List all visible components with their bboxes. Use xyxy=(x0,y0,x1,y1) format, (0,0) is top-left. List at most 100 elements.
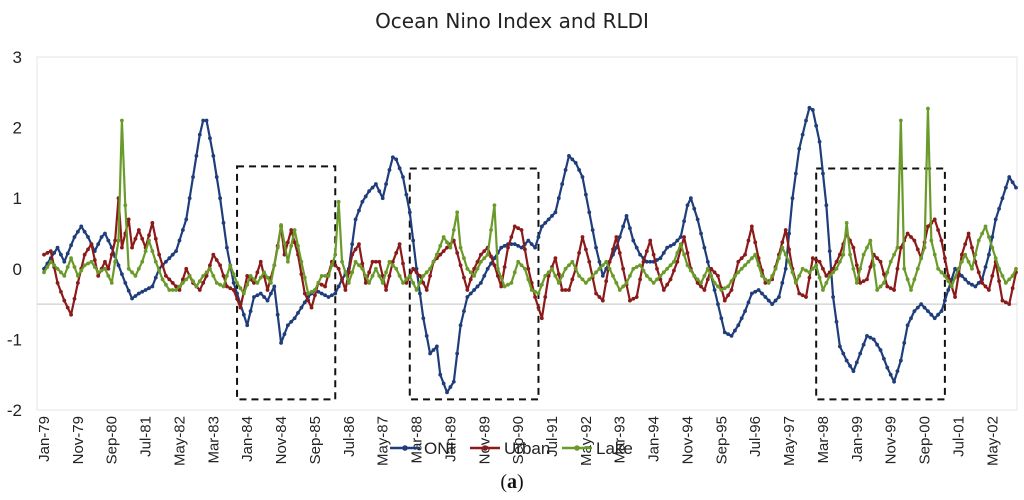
data-point-lake xyxy=(343,270,348,275)
data-point-lake xyxy=(299,259,304,264)
data-point-lake xyxy=(147,238,151,243)
data-point-lake xyxy=(180,281,185,285)
data-point-lake xyxy=(431,259,436,264)
data-point-lake xyxy=(902,266,907,271)
data-point-lake xyxy=(1003,281,1008,285)
data-point-lake xyxy=(174,288,178,292)
data-point-lake xyxy=(611,273,615,278)
data-point-oni xyxy=(539,224,544,229)
x-tick-label: May-02 xyxy=(984,416,1001,466)
data-point-urban xyxy=(621,266,626,271)
data-point-urban xyxy=(42,252,46,257)
data-point-lake xyxy=(187,273,192,278)
data-point-oni xyxy=(380,196,385,201)
legend-marker-oni xyxy=(402,445,408,451)
x-tick-label: May-82 xyxy=(171,416,188,466)
data-point-oni xyxy=(777,295,781,299)
data-point-lake xyxy=(326,273,331,278)
data-point-lake xyxy=(912,277,917,282)
data-point-urban xyxy=(462,275,466,280)
data-point-lake xyxy=(983,224,988,229)
data-point-lake xyxy=(211,273,216,278)
y-tick-label: -2 xyxy=(7,401,22,420)
data-point-urban xyxy=(265,288,270,292)
data-point-urban xyxy=(214,258,219,262)
data-point-urban xyxy=(729,288,734,292)
data-point-lake xyxy=(628,273,632,278)
data-point-oni xyxy=(567,153,571,158)
data-point-oni xyxy=(130,296,134,301)
data-point-lake xyxy=(387,259,392,264)
data-point-oni xyxy=(374,182,378,186)
data-point-urban xyxy=(651,252,656,257)
caption-close: ) xyxy=(517,471,524,493)
data-point-oni xyxy=(699,231,703,236)
data-point-urban xyxy=(942,256,947,261)
data-point-lake xyxy=(197,279,202,284)
data-point-oni xyxy=(634,245,639,250)
data-point-lake xyxy=(177,284,182,289)
data-point-oni xyxy=(824,203,829,208)
data-point-oni xyxy=(241,312,246,317)
data-point-lake xyxy=(512,270,517,275)
data-point-urban xyxy=(252,281,256,285)
y-axis: -2 -1 0 1 2 3 xyxy=(7,48,38,420)
data-point-lake xyxy=(993,256,998,261)
data-point-lake xyxy=(922,245,927,250)
data-point-oni xyxy=(52,251,57,255)
data-point-lake xyxy=(221,284,226,289)
data-point-lake xyxy=(401,281,405,285)
data-point-lake xyxy=(357,263,361,268)
data-point-lake xyxy=(848,252,852,257)
series-line-urban xyxy=(43,197,1018,320)
data-point-urban xyxy=(709,266,714,271)
data-point-oni xyxy=(502,243,507,248)
data-point-lake xyxy=(475,266,480,271)
data-point-oni xyxy=(357,208,361,213)
series-layer xyxy=(42,105,1018,395)
data-point-lake xyxy=(814,263,819,268)
data-point-lake xyxy=(509,281,514,285)
data-point-urban xyxy=(55,281,60,285)
data-point-lake xyxy=(987,235,991,239)
data-point-oni xyxy=(712,288,717,292)
data-point-urban xyxy=(136,228,141,232)
data-point-oni xyxy=(766,298,771,303)
data-point-lake xyxy=(648,277,653,282)
data-point-lake xyxy=(675,251,680,255)
data-point-oni xyxy=(147,286,151,291)
data-point-urban xyxy=(357,242,361,246)
data-point-lake xyxy=(1014,266,1018,271)
data-point-urban xyxy=(587,259,592,264)
data-point-urban xyxy=(360,261,365,266)
data-point-oni xyxy=(123,281,128,285)
data-point-urban xyxy=(492,263,497,268)
data-point-oni xyxy=(353,217,358,222)
data-point-urban xyxy=(661,288,666,292)
data-point-oni xyxy=(458,323,463,328)
data-point-oni xyxy=(255,293,260,298)
data-point-urban xyxy=(1010,286,1015,291)
data-point-lake xyxy=(746,259,751,264)
data-point-lake xyxy=(607,266,612,271)
data-point-urban xyxy=(509,235,514,239)
data-point-lake xyxy=(265,275,270,280)
data-point-urban xyxy=(157,252,162,257)
data-point-lake xyxy=(892,252,896,257)
data-point-lake xyxy=(661,270,666,275)
data-point-lake xyxy=(228,263,233,268)
data-point-oni xyxy=(177,238,182,243)
data-point-lake xyxy=(248,273,253,278)
data-point-oni xyxy=(75,229,80,234)
data-point-urban xyxy=(705,277,710,282)
data-point-urban xyxy=(753,240,758,245)
data-point-lake xyxy=(489,228,493,232)
data-point-oni xyxy=(116,263,121,268)
data-point-urban xyxy=(644,249,649,254)
data-point-urban xyxy=(682,235,686,239)
data-point-urban xyxy=(702,288,707,292)
data-point-oni xyxy=(892,379,896,384)
data-point-oni xyxy=(252,295,256,299)
data-point-urban xyxy=(387,273,392,278)
data-point-oni xyxy=(814,123,819,128)
